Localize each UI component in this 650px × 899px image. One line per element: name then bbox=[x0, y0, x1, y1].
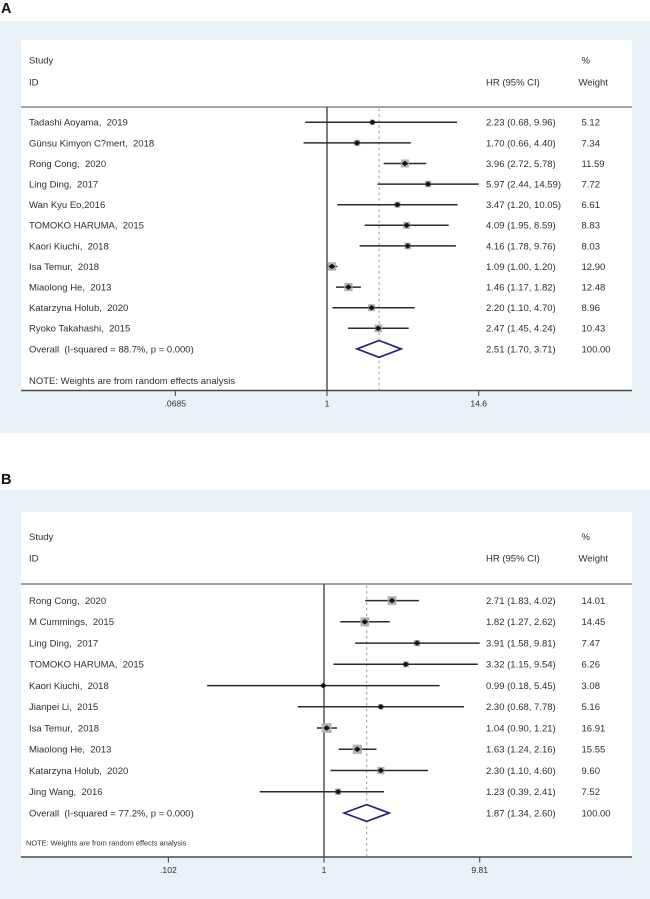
svg-text:2.23 (0.68, 9.96): 2.23 (0.68, 9.96) bbox=[486, 118, 556, 129]
svg-text:HR (95% CI): HR (95% CI) bbox=[486, 553, 540, 564]
svg-text:Miaolong He, 2013: Miaolong He, 2013 bbox=[29, 745, 111, 756]
svg-text:Günsu Kimyon C?mert, 2018: Günsu Kimyon C?mert, 2018 bbox=[29, 138, 154, 149]
svg-text:Ryoko Takahashi, 2015: Ryoko Takahashi, 2015 bbox=[29, 324, 130, 335]
svg-text:2.51 (1.70, 3.71): 2.51 (1.70, 3.71) bbox=[486, 344, 556, 355]
svg-text:2.71 (1.83, 4.02): 2.71 (1.83, 4.02) bbox=[486, 596, 556, 607]
svg-text:Ling Ding, 2017: Ling Ding, 2017 bbox=[29, 638, 98, 649]
svg-text:Rong Cong, 2020: Rong Cong, 2020 bbox=[29, 159, 106, 170]
svg-text:.0685: .0685 bbox=[165, 399, 187, 409]
svg-text:1.09 (1.00, 1.20): 1.09 (1.00, 1.20) bbox=[486, 262, 556, 273]
svg-text:3.91 (1.58, 9.81): 3.91 (1.58, 9.81) bbox=[486, 638, 556, 649]
svg-text:.102: .102 bbox=[160, 865, 177, 875]
svg-text:M Cummings, 2015: M Cummings, 2015 bbox=[29, 617, 114, 628]
svg-text:%: % bbox=[582, 55, 591, 66]
svg-text:Katarzyna Holub, 2020: Katarzyna Holub, 2020 bbox=[29, 303, 128, 314]
svg-text:Isa Temur, 2018: Isa Temur, 2018 bbox=[29, 262, 99, 273]
svg-text:3.96 (2.72, 5.78): 3.96 (2.72, 5.78) bbox=[486, 159, 556, 170]
svg-text:NOTE: Weights are from random: NOTE: Weights are from random effects an… bbox=[26, 839, 187, 848]
svg-text:16.91: 16.91 bbox=[582, 723, 606, 734]
svg-text:Weight: Weight bbox=[579, 553, 609, 564]
svg-text:14.6: 14.6 bbox=[470, 399, 487, 409]
svg-text:A: A bbox=[1, 1, 12, 17]
svg-text:6.61: 6.61 bbox=[582, 200, 601, 211]
svg-text:6.26: 6.26 bbox=[582, 660, 601, 671]
svg-text:8.96: 8.96 bbox=[582, 303, 601, 314]
svg-text:7.34: 7.34 bbox=[582, 138, 601, 149]
svg-text:8.83: 8.83 bbox=[582, 221, 601, 232]
svg-text:1.04 (0.90, 1.21): 1.04 (0.90, 1.21) bbox=[486, 723, 556, 734]
svg-text:HR (95% CI): HR (95% CI) bbox=[486, 77, 540, 88]
svg-text:12.48: 12.48 bbox=[582, 283, 606, 294]
svg-text:14.01: 14.01 bbox=[582, 596, 606, 607]
svg-text:7.52: 7.52 bbox=[582, 787, 601, 798]
svg-text:Weight: Weight bbox=[579, 77, 609, 88]
svg-text:12.90: 12.90 bbox=[582, 262, 606, 273]
svg-text:Study: Study bbox=[29, 55, 54, 66]
svg-text:NOTE: Weights are from random: NOTE: Weights are from random effects an… bbox=[29, 376, 235, 387]
svg-text:3.08: 3.08 bbox=[582, 681, 601, 692]
svg-text:TOMOKO HARUMA, 2015: TOMOKO HARUMA, 2015 bbox=[29, 660, 144, 671]
svg-text:TOMOKO HARUMA, 2015: TOMOKO HARUMA, 2015 bbox=[29, 221, 144, 232]
svg-text:9.81: 9.81 bbox=[471, 865, 488, 875]
svg-text:Tadashi Aoyama, 2019: Tadashi Aoyama, 2019 bbox=[29, 118, 128, 129]
svg-text:2.30 (1.10, 4.60): 2.30 (1.10, 4.60) bbox=[486, 766, 556, 777]
svg-text:1.23 (0.39, 2.41): 1.23 (0.39, 2.41) bbox=[486, 787, 556, 798]
svg-text:2.20 (1.10, 4.70): 2.20 (1.10, 4.70) bbox=[486, 303, 556, 314]
svg-text:1: 1 bbox=[325, 399, 330, 409]
svg-text:5.16: 5.16 bbox=[582, 702, 601, 713]
svg-text:15.55: 15.55 bbox=[582, 745, 606, 756]
svg-text:Overall (I-squared = 88.7%, p: Overall (I-squared = 88.7%, p = 0.000) bbox=[29, 344, 194, 355]
svg-text:11.59: 11.59 bbox=[582, 159, 605, 170]
svg-text:%: % bbox=[582, 532, 591, 543]
svg-text:1.70 (0.66, 4.40): 1.70 (0.66, 4.40) bbox=[486, 138, 556, 149]
svg-text:Katarzyna Holub, 2020: Katarzyna Holub, 2020 bbox=[29, 766, 128, 777]
svg-text:Jianpei Li, 2015: Jianpei Li, 2015 bbox=[29, 702, 98, 713]
svg-text:Wan Kyu Eo,2016: Wan Kyu Eo,2016 bbox=[29, 200, 105, 211]
svg-text:10.43: 10.43 bbox=[582, 324, 606, 335]
svg-text:Rong Cong, 2020: Rong Cong, 2020 bbox=[29, 596, 106, 607]
svg-text:100.00: 100.00 bbox=[582, 808, 611, 819]
svg-text:9.60: 9.60 bbox=[582, 766, 601, 777]
svg-text:2.47 (1.45, 4.24): 2.47 (1.45, 4.24) bbox=[486, 324, 556, 335]
svg-text:Overall (I-squared = 77.2%, p: Overall (I-squared = 77.2%, p = 0.000) bbox=[29, 808, 194, 819]
svg-text:7.72: 7.72 bbox=[582, 180, 601, 191]
svg-text:5.97 (2.44, 14.59): 5.97 (2.44, 14.59) bbox=[486, 180, 561, 191]
svg-text:5.12: 5.12 bbox=[582, 118, 601, 129]
svg-text:14.45: 14.45 bbox=[582, 617, 606, 628]
svg-text:4.09 (1.95, 8.59): 4.09 (1.95, 8.59) bbox=[486, 221, 556, 232]
svg-text:Study: Study bbox=[29, 532, 54, 543]
svg-text:8.03: 8.03 bbox=[582, 241, 601, 252]
svg-text:2.30 (0.68, 7.78): 2.30 (0.68, 7.78) bbox=[486, 702, 556, 713]
svg-text:1.46 (1.17, 1.82): 1.46 (1.17, 1.82) bbox=[486, 283, 556, 294]
svg-text:Miaolong He, 2013: Miaolong He, 2013 bbox=[29, 283, 111, 294]
svg-text:1.63 (1.24, 2.16): 1.63 (1.24, 2.16) bbox=[486, 745, 556, 756]
svg-text:7.47: 7.47 bbox=[582, 638, 601, 649]
svg-text:1.87 (1.34, 2.60): 1.87 (1.34, 2.60) bbox=[486, 808, 556, 819]
svg-text:100.00: 100.00 bbox=[582, 344, 611, 355]
svg-text:Kaori Kiuchi, 2018: Kaori Kiuchi, 2018 bbox=[29, 681, 109, 692]
svg-text:4.16 (1.78, 9.76): 4.16 (1.78, 9.76) bbox=[486, 241, 556, 252]
svg-text:Ling Ding, 2017: Ling Ding, 2017 bbox=[29, 180, 98, 191]
svg-text:0.99 (0.18, 5.45): 0.99 (0.18, 5.45) bbox=[486, 681, 556, 692]
svg-text:3.32 (1.15, 9.54): 3.32 (1.15, 9.54) bbox=[486, 660, 556, 671]
svg-text:Isa Temur, 2018: Isa Temur, 2018 bbox=[29, 723, 99, 734]
svg-text:ID: ID bbox=[29, 77, 39, 88]
svg-text:1: 1 bbox=[322, 865, 327, 875]
svg-text:B: B bbox=[1, 472, 11, 488]
svg-text:Kaori Kiuchi, 2018: Kaori Kiuchi, 2018 bbox=[29, 241, 109, 252]
svg-text:ID: ID bbox=[29, 553, 39, 564]
svg-text:1.82 (1.27, 2.62): 1.82 (1.27, 2.62) bbox=[486, 617, 556, 628]
svg-text:Jing Wang, 2016: Jing Wang, 2016 bbox=[29, 787, 103, 798]
svg-text:3.47 (1.20, 10.05): 3.47 (1.20, 10.05) bbox=[486, 200, 561, 211]
